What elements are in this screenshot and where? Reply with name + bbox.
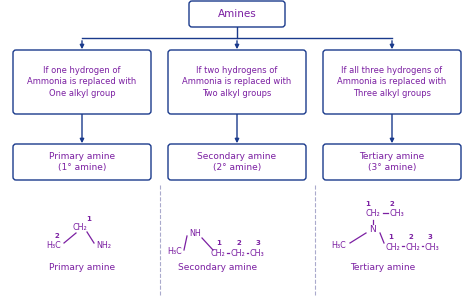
Text: CH₃: CH₃ bbox=[425, 243, 439, 251]
Text: CH₂: CH₂ bbox=[406, 243, 420, 251]
FancyBboxPatch shape bbox=[168, 144, 306, 180]
Text: Primary amine
(1° amine): Primary amine (1° amine) bbox=[49, 152, 115, 172]
Text: 1: 1 bbox=[217, 240, 221, 246]
Text: 3: 3 bbox=[428, 234, 432, 240]
Text: If all three hydrogens of
Ammonia is replaced with
Three alkyl groups: If all three hydrogens of Ammonia is rep… bbox=[337, 66, 447, 98]
Text: Primary amine: Primary amine bbox=[49, 264, 115, 272]
Text: If two hydrogens of
Ammonia is replaced with
Two alkyl groups: If two hydrogens of Ammonia is replaced … bbox=[182, 66, 292, 98]
Text: Tertiary amine: Tertiary amine bbox=[350, 264, 416, 272]
Text: Secondary amine: Secondary amine bbox=[178, 264, 257, 272]
Text: 2: 2 bbox=[390, 201, 394, 207]
Text: 3: 3 bbox=[255, 240, 260, 246]
Text: 1: 1 bbox=[389, 234, 393, 240]
Text: 1: 1 bbox=[87, 216, 91, 222]
Text: H₃C: H₃C bbox=[332, 240, 346, 250]
Text: NH: NH bbox=[189, 230, 201, 239]
FancyBboxPatch shape bbox=[323, 50, 461, 114]
FancyBboxPatch shape bbox=[13, 144, 151, 180]
Text: CH₂: CH₂ bbox=[210, 250, 225, 258]
Text: Secondary amine
(2° amine): Secondary amine (2° amine) bbox=[198, 152, 276, 172]
FancyBboxPatch shape bbox=[13, 50, 151, 114]
Text: If one hydrogen of
Ammonia is replaced with
One alkyl group: If one hydrogen of Ammonia is replaced w… bbox=[27, 66, 137, 98]
Text: CH₂: CH₂ bbox=[73, 223, 87, 233]
Text: 2: 2 bbox=[409, 234, 413, 240]
Text: N: N bbox=[370, 226, 376, 234]
Text: 2: 2 bbox=[55, 233, 59, 239]
Text: 1: 1 bbox=[365, 201, 371, 207]
Text: 2: 2 bbox=[237, 240, 241, 246]
Text: CH₂: CH₂ bbox=[231, 250, 246, 258]
Text: H₃C: H₃C bbox=[168, 247, 182, 257]
FancyBboxPatch shape bbox=[323, 144, 461, 180]
FancyBboxPatch shape bbox=[189, 1, 285, 27]
Text: CH₃: CH₃ bbox=[250, 250, 264, 258]
Text: CH₂: CH₂ bbox=[365, 209, 380, 219]
Text: Amines: Amines bbox=[218, 9, 256, 19]
Text: Tertiary amine
(3° amine): Tertiary amine (3° amine) bbox=[359, 152, 425, 172]
Text: H₃C: H₃C bbox=[46, 240, 61, 250]
Text: NH₂: NH₂ bbox=[97, 240, 111, 250]
Text: CH₂: CH₂ bbox=[386, 243, 401, 251]
FancyBboxPatch shape bbox=[168, 50, 306, 114]
Text: CH₃: CH₃ bbox=[390, 209, 404, 219]
